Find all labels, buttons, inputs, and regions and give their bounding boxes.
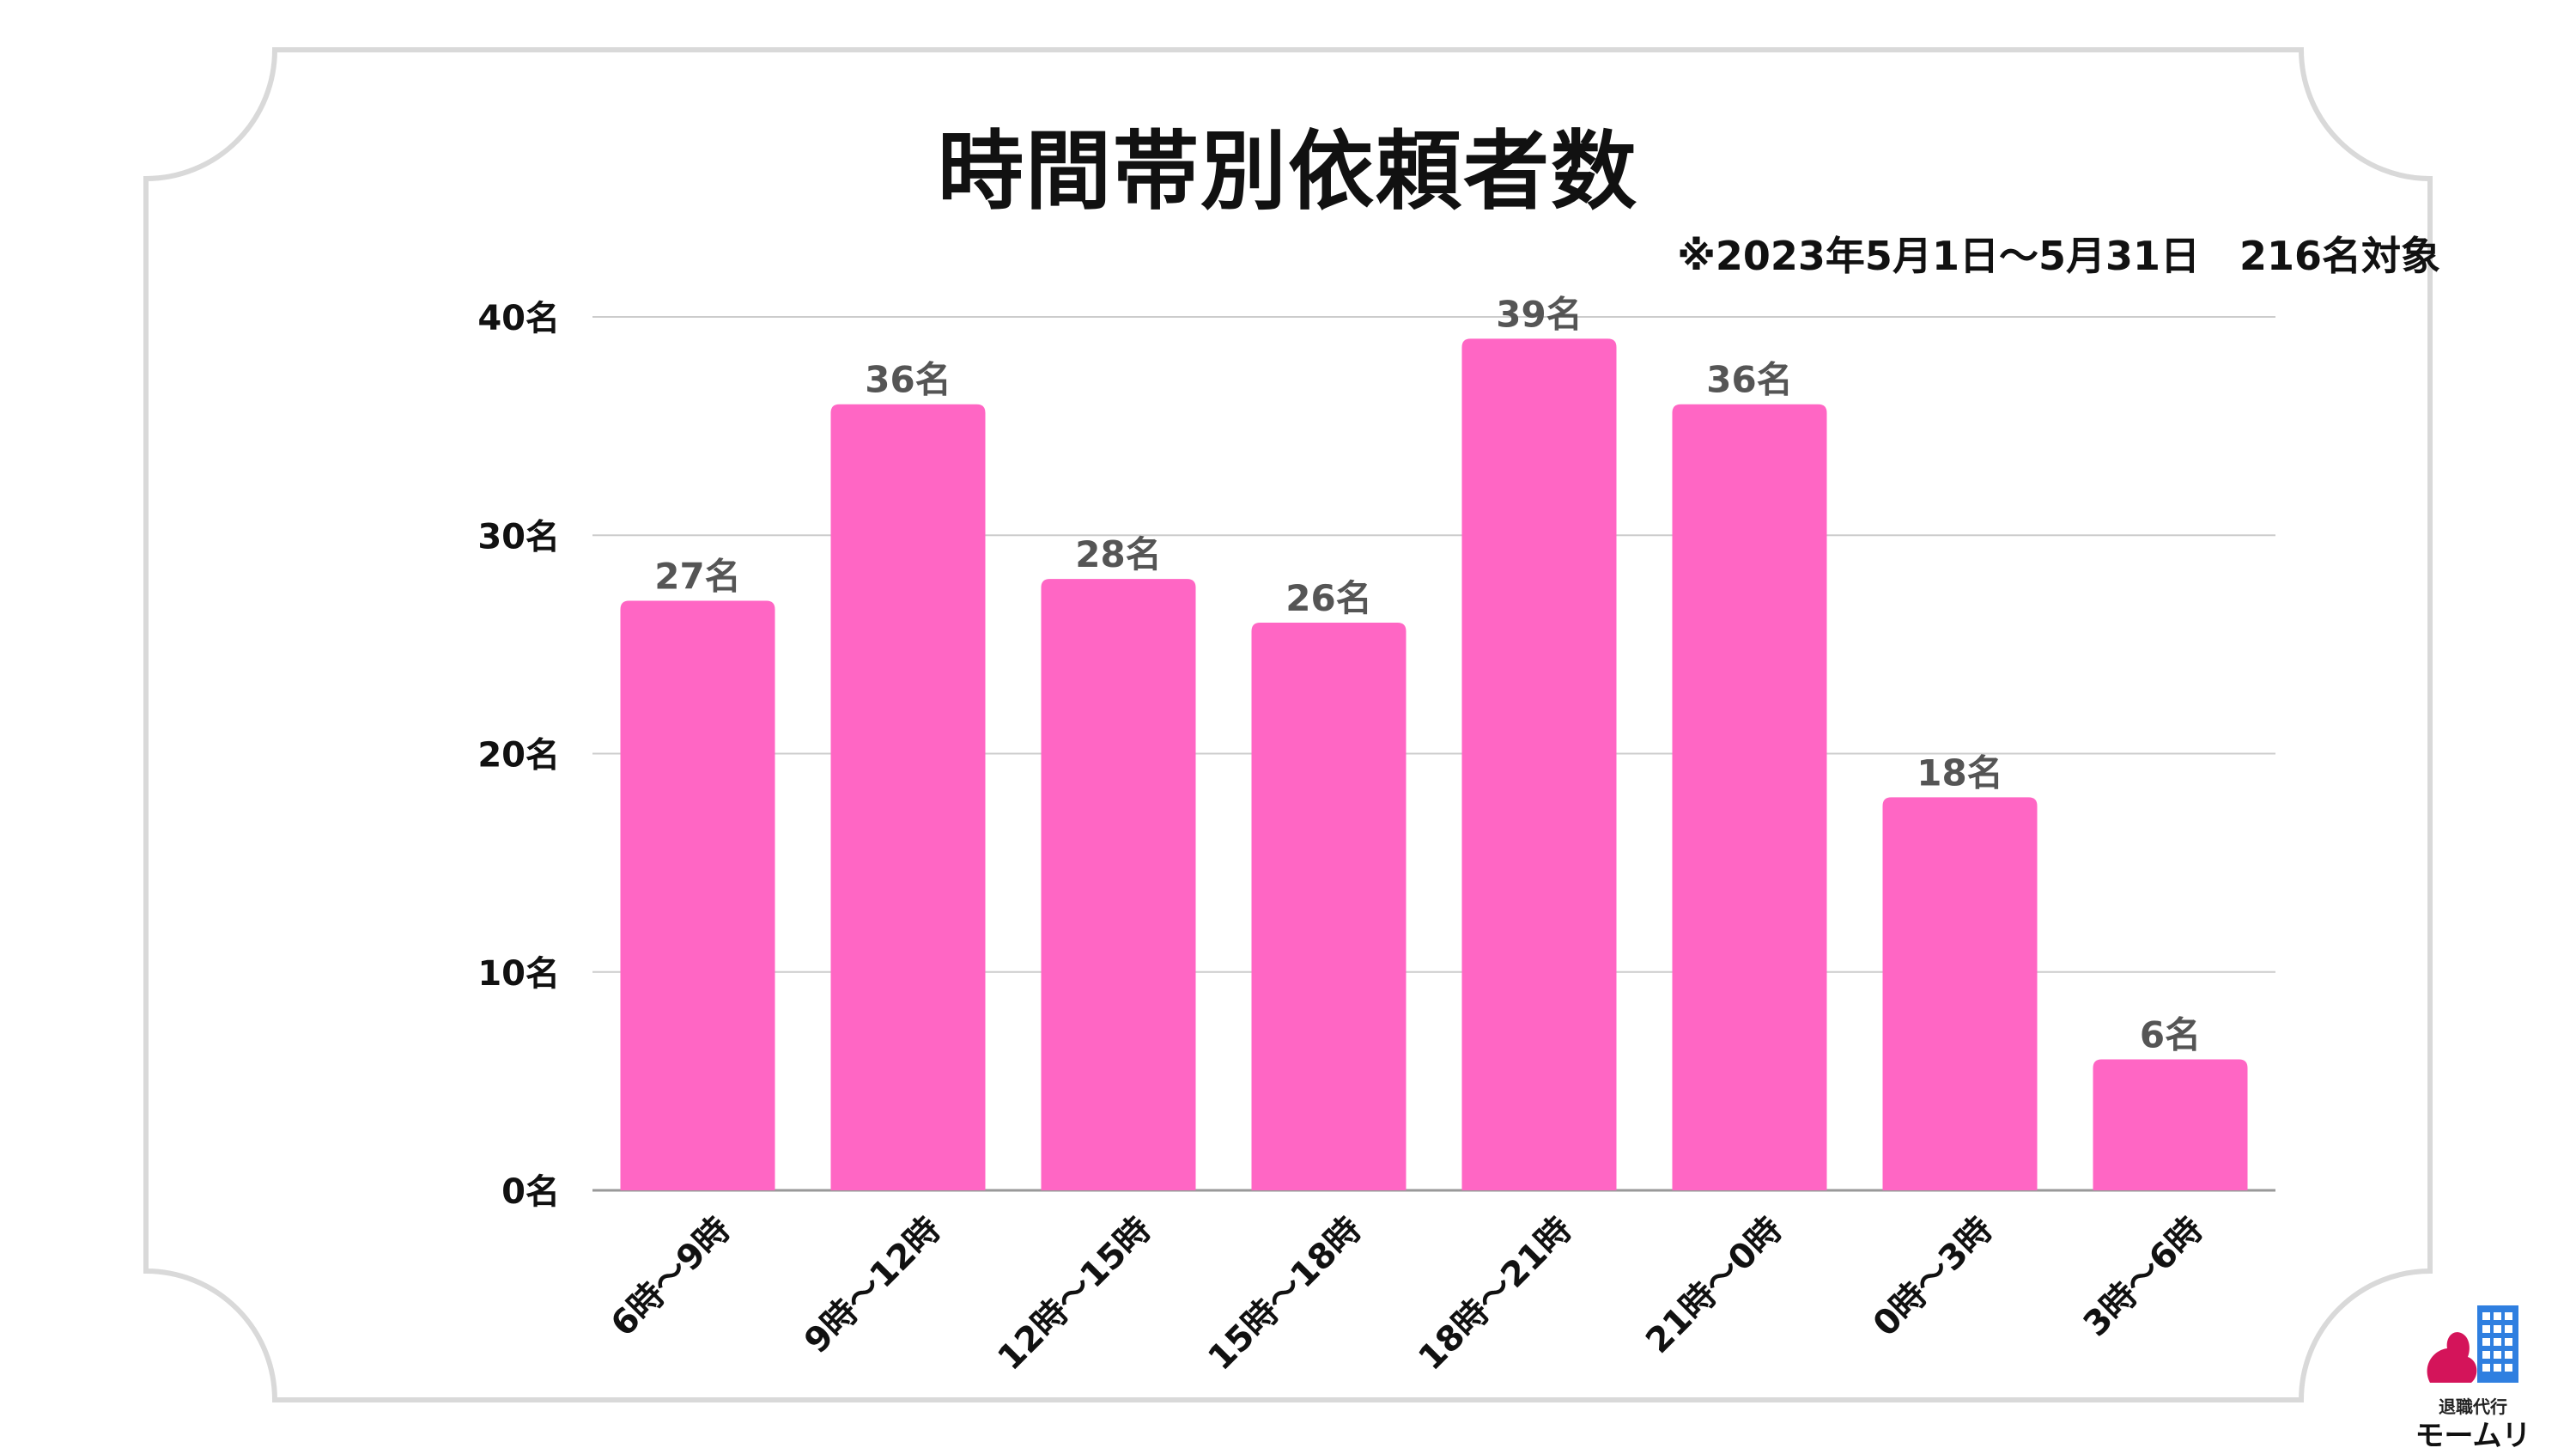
x-tick-label: 3時〜6時 (2076, 1210, 2211, 1345)
page-title: 時間帯別依頼者数 (938, 121, 1638, 222)
data-label: 39名 (1496, 293, 1582, 335)
data-label: 36名 (865, 359, 951, 401)
x-tick-label: 18時〜21時 (1411, 1210, 1579, 1378)
bar (830, 404, 986, 1190)
data-label: 26名 (1285, 577, 1371, 619)
mascot-icon (2427, 1332, 2477, 1383)
data-label: 6名 (2140, 1013, 2201, 1056)
data-label: 36名 (1706, 359, 1792, 401)
x-tick-label: 21時〜0時 (1638, 1210, 1789, 1361)
data-label: 28名 (1075, 533, 1161, 575)
bar (1882, 797, 2038, 1190)
y-tick-label: 0名 (501, 1172, 560, 1212)
x-tick-label: 15時〜18時 (1200, 1210, 1369, 1378)
x-tick-label: 6時〜9時 (604, 1210, 738, 1345)
y-tick-label: 20名 (477, 736, 560, 776)
bar (620, 600, 775, 1190)
brand-tagline: 退職代行 (2439, 1396, 2507, 1417)
period-note: ※2023年5月1日〜5月31日 216名対象 (1677, 233, 2440, 279)
data-label: 27名 (654, 556, 740, 598)
bar (2093, 1059, 2248, 1190)
y-tick-label: 30名 (477, 517, 560, 557)
data-label: 18名 (1917, 751, 2002, 794)
bar (1461, 338, 1617, 1190)
x-tick-label: 12時〜15時 (990, 1210, 1158, 1378)
bar (1672, 404, 1827, 1190)
y-tick-label: 10名 (477, 954, 560, 994)
bar (1041, 579, 1196, 1190)
y-tick-label: 40名 (477, 299, 560, 338)
x-tick-label: 9時〜12時 (797, 1210, 948, 1361)
x-tick-label: 0時〜3時 (1866, 1210, 2001, 1345)
brand-logo: 退職代行 モームリ (2396, 1297, 2550, 1453)
bar (1251, 622, 1406, 1190)
brand-mascot-icon (2427, 1305, 2518, 1383)
brand-name: モームリ (2415, 1419, 2531, 1453)
